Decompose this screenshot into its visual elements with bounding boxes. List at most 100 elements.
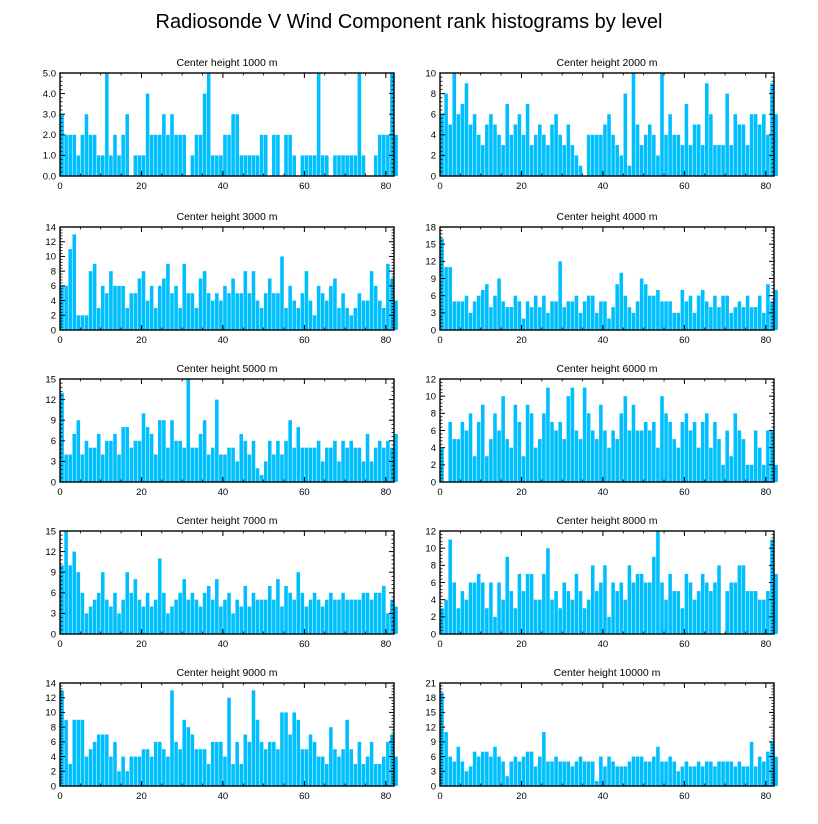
bar	[292, 599, 296, 634]
bar	[607, 318, 611, 330]
bar	[627, 430, 632, 482]
y-tick-label: 0	[431, 477, 436, 488]
bar	[656, 155, 660, 176]
bar	[247, 741, 252, 786]
bar	[529, 573, 534, 634]
bar	[757, 599, 762, 634]
y-tick-label: 10	[425, 391, 436, 402]
y-tick-label: 0	[51, 629, 56, 640]
bar	[219, 606, 223, 634]
bar	[361, 592, 366, 634]
bar	[129, 293, 134, 330]
bar	[377, 763, 382, 786]
bar	[774, 756, 778, 786]
bar	[570, 387, 575, 482]
bar	[774, 573, 778, 634]
bar	[717, 565, 721, 634]
bar	[566, 124, 571, 176]
bar	[766, 751, 770, 786]
y-tick-label: 9	[51, 416, 56, 427]
bar	[320, 606, 325, 634]
y-tick-label: 0	[51, 325, 56, 336]
bar	[158, 558, 162, 634]
y-tick-label: 14	[45, 678, 56, 689]
bar	[700, 421, 705, 482]
bar	[377, 440, 382, 482]
bar	[509, 447, 514, 482]
bar	[341, 749, 345, 786]
bar	[542, 732, 546, 786]
bar	[345, 307, 349, 330]
bar	[386, 741, 390, 786]
bar	[525, 301, 530, 330]
bar	[456, 301, 461, 330]
bar	[509, 761, 514, 786]
bar	[365, 300, 370, 330]
bar	[476, 295, 481, 330]
y-tick-label: 14	[45, 222, 56, 233]
bar	[533, 295, 538, 330]
bar	[513, 404, 518, 482]
bar	[749, 307, 754, 330]
bar	[464, 599, 469, 634]
bar	[660, 761, 664, 786]
plot-frame	[59, 72, 395, 177]
bar	[80, 719, 85, 786]
bar	[272, 454, 276, 482]
bar	[100, 285, 105, 330]
bar	[345, 155, 349, 176]
bar	[320, 155, 325, 176]
bar	[464, 430, 469, 482]
bar	[235, 293, 239, 330]
panel-title: Center height 9000 m	[177, 667, 278, 679]
bar	[284, 712, 288, 786]
bar	[774, 114, 778, 176]
bar	[688, 430, 693, 482]
bar	[652, 421, 656, 482]
bar	[125, 114, 129, 176]
bar	[611, 582, 615, 634]
bar	[92, 741, 97, 786]
bar	[607, 114, 611, 176]
bar	[595, 439, 599, 482]
bar	[235, 599, 239, 634]
bar	[382, 447, 386, 482]
bar	[684, 103, 689, 176]
bar	[635, 573, 640, 634]
bar	[113, 433, 117, 482]
bar	[546, 761, 550, 786]
bar	[96, 734, 101, 786]
bar	[80, 592, 85, 634]
y-tick-label: 15	[45, 374, 56, 385]
x-tick-label: 20	[516, 791, 527, 802]
panel-title: Center height 8000 m	[557, 515, 658, 527]
bar	[501, 145, 505, 176]
bar	[137, 278, 142, 330]
x-tick-label: 40	[218, 639, 229, 650]
bar	[255, 155, 260, 176]
bar	[166, 134, 170, 176]
bar	[329, 727, 333, 786]
bar	[619, 582, 624, 634]
bar	[137, 756, 142, 786]
x-tick-label: 0	[57, 791, 62, 802]
bar	[109, 606, 113, 634]
x-tick-label: 80	[761, 639, 772, 650]
bar	[194, 599, 199, 634]
bar	[627, 165, 632, 176]
bar	[468, 766, 473, 786]
plot-frame	[439, 72, 775, 177]
bar	[603, 766, 607, 786]
bar	[345, 447, 349, 482]
bar	[129, 756, 134, 786]
bar	[713, 421, 717, 482]
bar	[485, 751, 489, 786]
bar	[529, 751, 534, 786]
y-tick-label: 9	[431, 737, 436, 748]
bar	[570, 301, 575, 330]
bar	[194, 307, 199, 330]
y-tick-label: 6	[431, 578, 436, 589]
y-tick-label: 6	[431, 752, 436, 763]
bar	[68, 565, 72, 634]
bar	[656, 746, 660, 786]
